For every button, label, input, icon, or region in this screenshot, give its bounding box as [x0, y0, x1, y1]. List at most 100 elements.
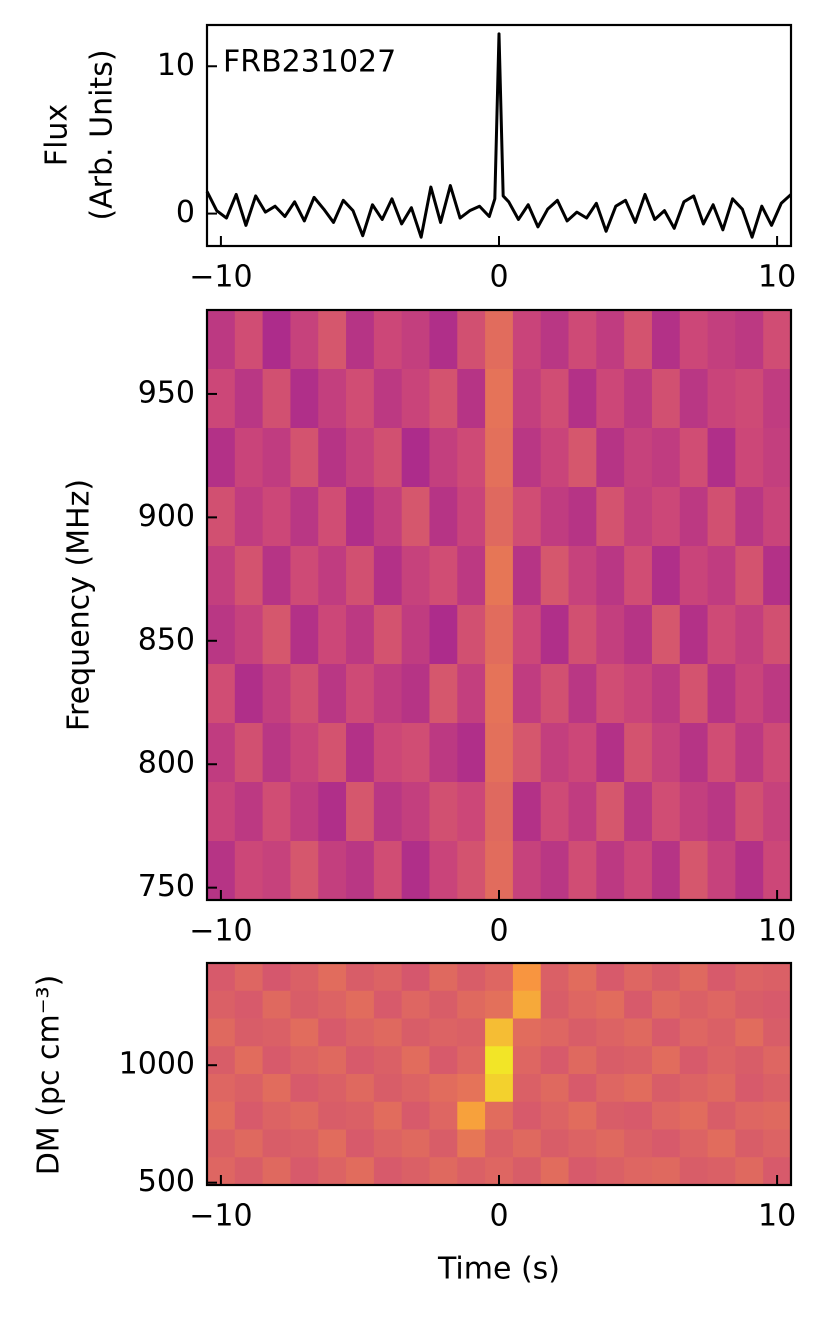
heatmap-cell — [207, 1074, 236, 1103]
heatmap-cell — [373, 1157, 403, 1186]
heatmap-cell — [624, 428, 653, 488]
heatmap-cell — [373, 841, 403, 901]
heatmap-cell — [290, 664, 319, 724]
heatmap-cell — [401, 1157, 431, 1186]
heatmap-cell — [401, 1101, 431, 1131]
heatmap-cell — [373, 487, 403, 547]
heatmap-cell — [679, 664, 709, 724]
heatmap-cell — [596, 310, 625, 370]
heatmap-cell — [401, 1129, 431, 1158]
heatmap-cell — [735, 1018, 764, 1047]
heatmap-cell — [401, 605, 431, 665]
heatmap-cell — [568, 723, 597, 783]
heatmap-cell — [568, 782, 597, 842]
heatmap-cell — [679, 1157, 709, 1186]
heatmap-cell — [596, 1018, 625, 1047]
heatmap-cell — [457, 1018, 486, 1047]
heatmap-cell — [457, 723, 486, 783]
heatmap-cell — [568, 1129, 597, 1158]
heatmap-cell — [318, 990, 347, 1020]
heatmap-cell — [485, 1018, 514, 1047]
x-tick-label: 10 — [758, 914, 796, 949]
heatmap-cell — [318, 487, 347, 547]
heatmap-cell — [679, 1129, 709, 1158]
heatmap-cell — [429, 546, 458, 606]
heatmap-cell — [457, 1157, 486, 1186]
heatmap-cell — [262, 487, 292, 547]
heatmap-cell — [679, 369, 709, 429]
heatmap-cell — [485, 782, 514, 842]
heatmap-cell — [512, 990, 542, 1020]
heatmap-cell — [568, 963, 597, 992]
heatmap-cell — [735, 1157, 764, 1186]
heatmap-cell — [735, 963, 764, 992]
heatmap-cell — [346, 1157, 375, 1186]
heatmap-cell — [596, 841, 625, 901]
heatmap-cell — [540, 546, 570, 606]
heatmap-cell — [262, 1129, 292, 1158]
heatmap-cell — [568, 369, 597, 429]
heatmap-cell — [624, 1157, 653, 1186]
heatmap-cell — [485, 1074, 514, 1103]
heatmap-cell — [651, 1046, 681, 1075]
heatmap-cell — [735, 487, 764, 547]
heatmap-cell — [707, 990, 736, 1020]
heatmap-cell — [234, 369, 264, 429]
heatmap-cell — [596, 1129, 625, 1158]
heatmap-cell — [540, 1018, 570, 1047]
heatmap-cell — [429, 723, 458, 783]
heatmap-cell — [207, 1046, 236, 1075]
heatmap-cell — [763, 369, 792, 429]
heatmap-cell — [290, 990, 319, 1020]
heatmap-cell — [512, 1101, 542, 1131]
heatmap-cell — [651, 1157, 681, 1186]
heatmap-cell — [318, 1018, 347, 1047]
heatmap-cell — [290, 546, 319, 606]
heatmap-cell — [373, 782, 403, 842]
heatmap-cell — [679, 487, 709, 547]
heatmap-cell — [290, 782, 319, 842]
heatmap-cell — [651, 369, 681, 429]
heatmap-cell — [763, 723, 792, 783]
heatmap-cell — [318, 963, 347, 992]
heatmap-cell — [401, 664, 431, 724]
heatmap-cell — [429, 1074, 458, 1103]
heatmap-cell — [512, 546, 542, 606]
heatmap-cell — [512, 310, 542, 370]
heatmap-cell — [234, 1101, 264, 1131]
heatmap-cell — [596, 1101, 625, 1131]
heatmap-cell — [207, 1018, 236, 1047]
heatmap-cell — [234, 487, 264, 547]
heatmap-cell — [457, 664, 486, 724]
heatmap-cell — [457, 428, 486, 488]
heatmap-cell — [290, 369, 319, 429]
heatmap-cell — [373, 310, 403, 370]
heatmap-cell — [429, 664, 458, 724]
heatmap-cell — [735, 310, 764, 370]
heatmap-cell — [512, 1074, 542, 1103]
y-tick-label: 850 — [138, 622, 195, 657]
heatmap-cell — [234, 1157, 264, 1186]
heatmap-cell — [457, 1129, 486, 1158]
heatmap-cell — [707, 546, 736, 606]
y-tick-label: 750 — [138, 869, 195, 904]
heatmap-cell — [485, 546, 514, 606]
heatmap-cell — [262, 428, 292, 488]
heatmap-cell — [707, 1018, 736, 1047]
heatmap-cell — [234, 1018, 264, 1047]
heatmap-cell — [318, 310, 347, 370]
heatmap-cell — [318, 782, 347, 842]
heatmap-cell — [234, 990, 264, 1020]
heatmap-cell — [651, 664, 681, 724]
heatmap-cell — [512, 1046, 542, 1075]
heatmap-cell — [735, 1129, 764, 1158]
heatmap-cell — [207, 990, 236, 1020]
heatmap-cell — [485, 1046, 514, 1075]
heatmap-cell — [262, 1046, 292, 1075]
heatmap-cell — [346, 487, 375, 547]
heatmap-cell — [596, 1157, 625, 1186]
heatmap-cell — [429, 963, 458, 992]
heatmap-cell — [540, 1101, 570, 1131]
